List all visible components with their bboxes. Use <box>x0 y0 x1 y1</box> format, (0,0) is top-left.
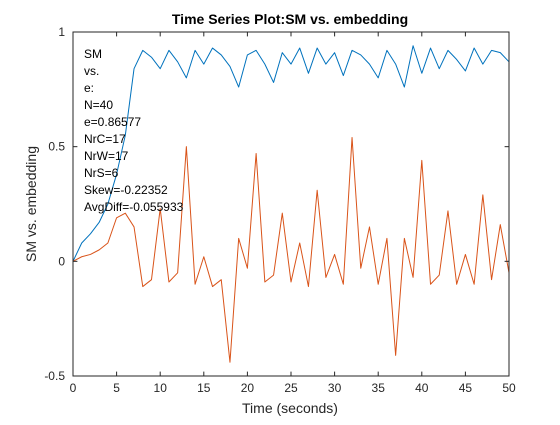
x-tick-label: 50 <box>502 381 516 395</box>
annotation-line: AvgDiff=-0.055933 <box>84 200 184 214</box>
chart-title: Time Series Plot:SM vs. embedding <box>172 11 408 27</box>
x-tick-label: 40 <box>415 381 429 395</box>
x-axis-label: Time (seconds) <box>242 400 338 416</box>
series-line-2 <box>72 136 510 363</box>
annotation-line: e: <box>84 81 94 95</box>
plot-area <box>73 32 509 376</box>
x-tick-label: 20 <box>241 381 255 395</box>
x-tick-label: 25 <box>284 381 298 395</box>
annotation-line: NrW=17 <box>84 149 129 163</box>
y-tick-label: 1 <box>58 25 65 39</box>
annotation-line: NrS=6 <box>84 166 119 180</box>
annotation-line: vs. <box>84 64 99 78</box>
annotation-line: SM <box>84 47 102 61</box>
annotation-line: e=0.86577 <box>84 115 141 129</box>
x-tick-label: 45 <box>459 381 473 395</box>
y-tick-label: 0.5 <box>48 140 65 154</box>
x-tick-label: 10 <box>154 381 168 395</box>
y-tick-label: -0.5 <box>44 369 65 383</box>
x-tick-label: 35 <box>372 381 386 395</box>
y-tick-label: 0 <box>58 254 65 268</box>
annotation-box: SM vs. e: N=40 e=0.86577 NrC=17 NrW=17 NrS=6 Ske… <box>84 47 184 214</box>
annotation-line: N=40 <box>84 98 113 112</box>
x-tick-label: 5 <box>113 381 120 395</box>
x-tick-label: 30 <box>328 381 342 395</box>
series-layer <box>72 45 510 363</box>
annotation-line: NrC=17 <box>84 132 126 146</box>
x-tick-label: 15 <box>197 381 211 395</box>
series-line-1 <box>72 45 510 262</box>
x-tick-label: 0 <box>70 381 77 395</box>
annotation-line: Skew=-0.22352 <box>84 183 168 197</box>
y-axis-label: SM vs. embedding <box>23 146 39 262</box>
ticks-layer: 0 5 10 15 20 25 30 35 40 45 50 -0.5 0 0.5 1 <box>44 25 516 395</box>
